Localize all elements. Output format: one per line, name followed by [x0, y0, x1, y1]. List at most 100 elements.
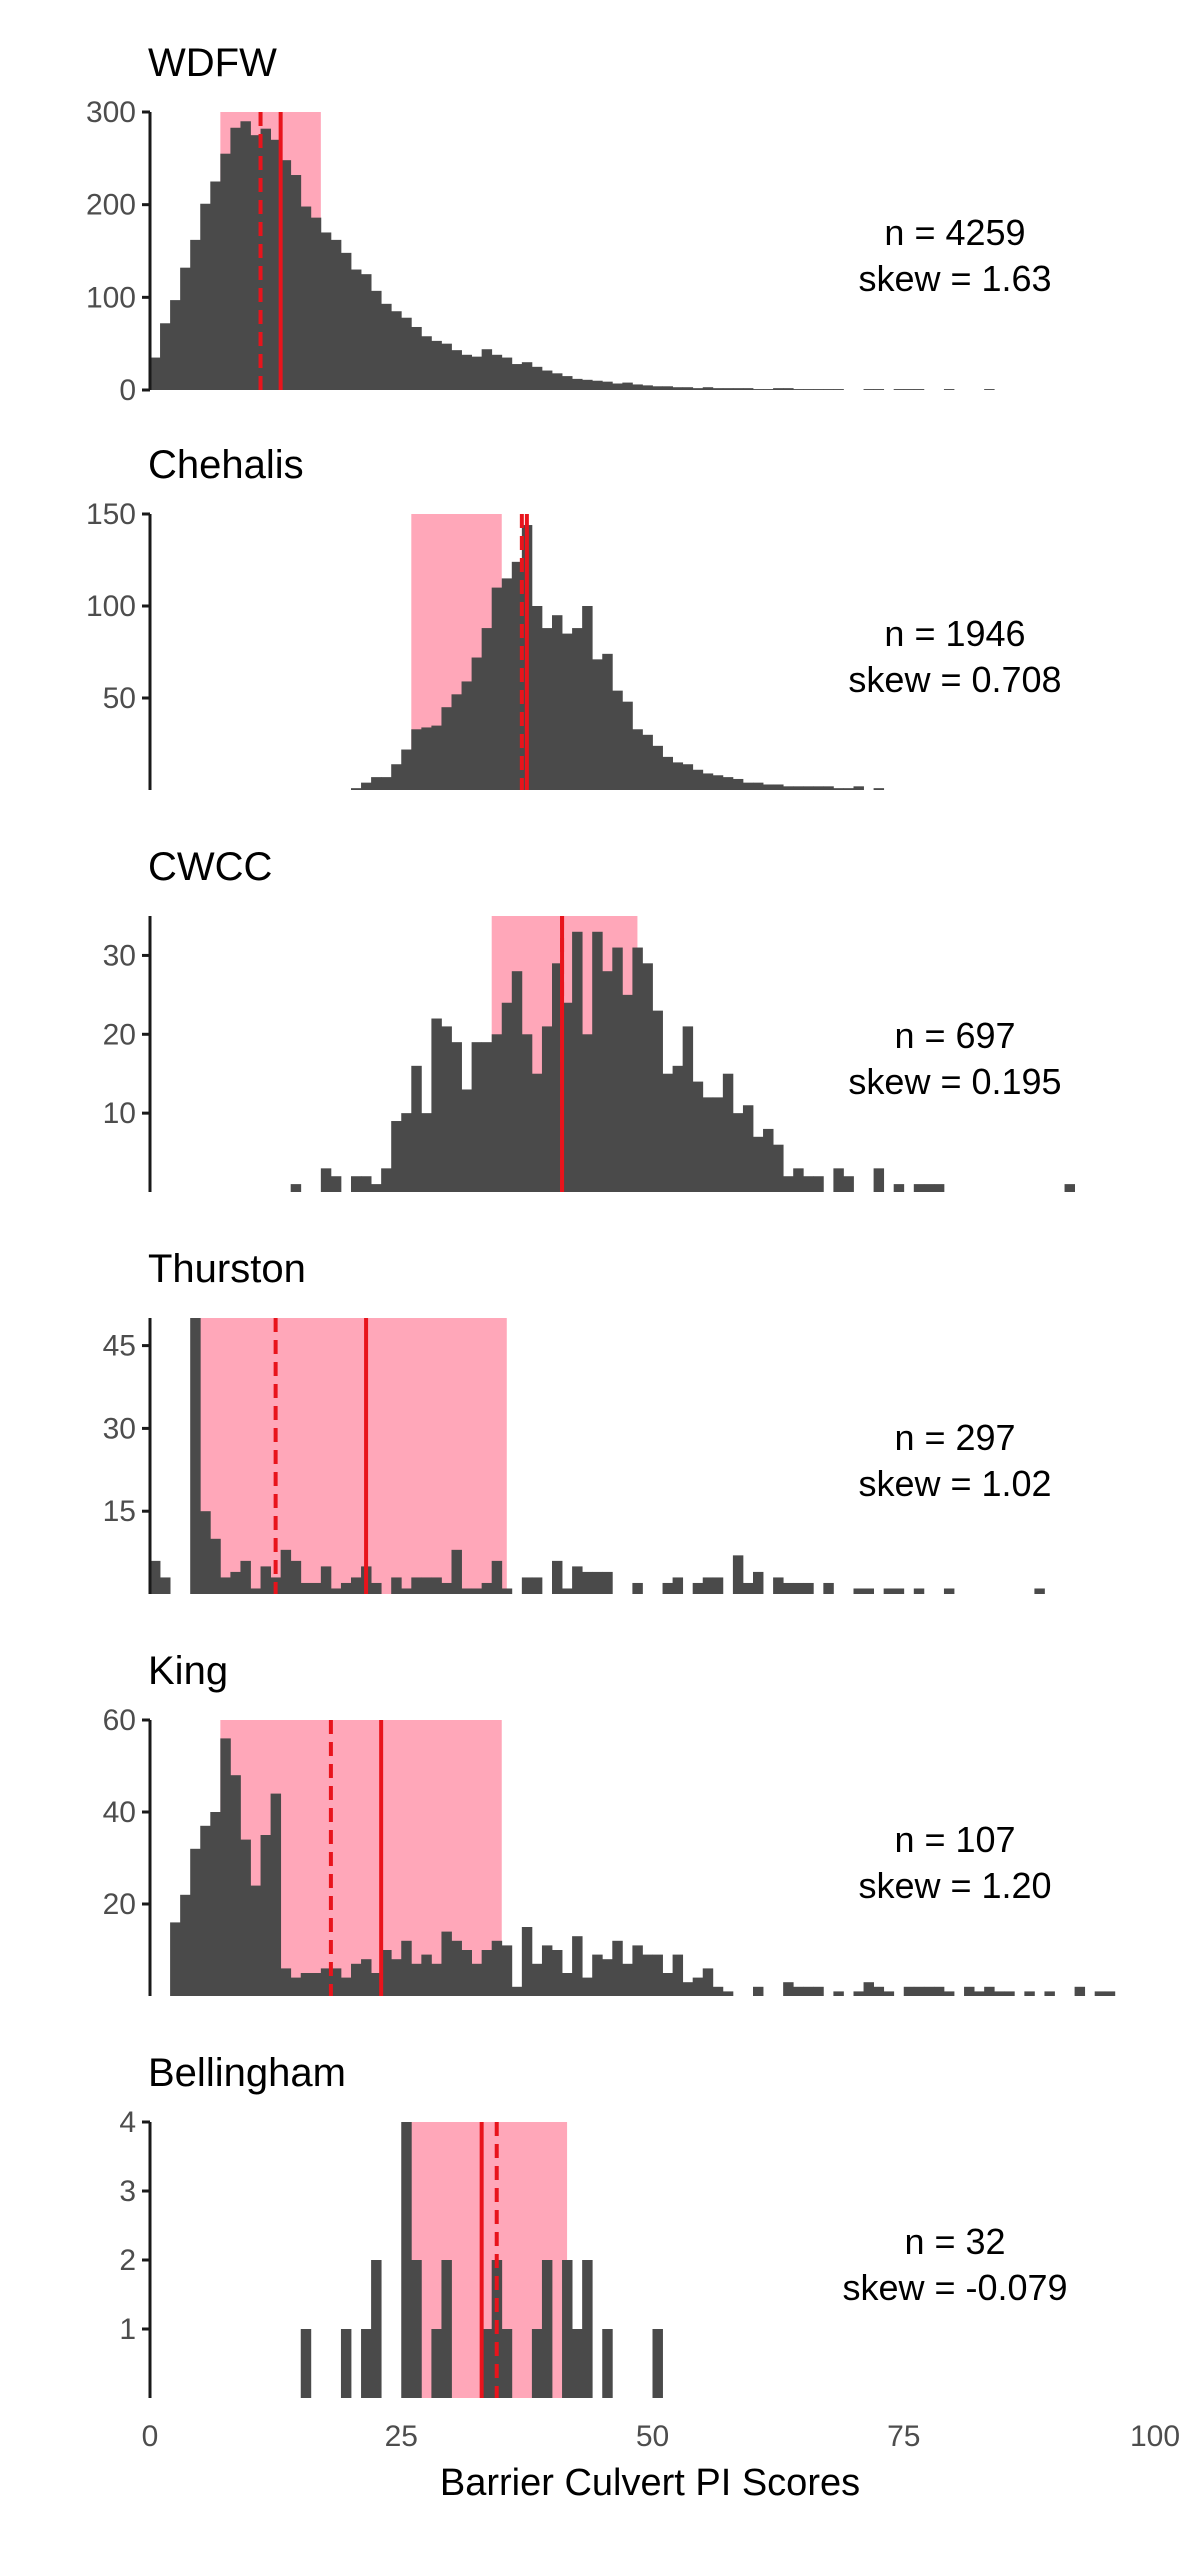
histogram-bar — [692, 1582, 704, 1594]
histogram-bar — [652, 1010, 663, 1192]
histogram-bar — [411, 326, 422, 390]
histogram-bars — [150, 1318, 1045, 1594]
histogram-bar — [994, 1991, 1005, 1996]
y-tick-label: 30 — [103, 1412, 136, 1445]
histogram-bar — [451, 1940, 462, 1996]
skew-label: skew = -0.079 — [842, 2267, 1067, 2308]
histogram-bar — [471, 657, 483, 790]
histogram-bar — [190, 1318, 201, 1594]
histogram-bar — [943, 1991, 955, 1996]
histogram-bar — [783, 388, 794, 390]
histogram-bar — [702, 387, 714, 390]
histogram-bar — [813, 786, 824, 790]
histogram-bar — [873, 788, 885, 790]
histogram-bar — [652, 745, 663, 790]
histogram-bar — [441, 2260, 452, 2398]
histogram-bar — [732, 388, 744, 390]
histogram-bar — [381, 777, 392, 790]
histogram-bar — [531, 606, 543, 790]
histogram-bar — [863, 389, 874, 390]
histogram-bar — [612, 947, 623, 1192]
histogram-bar — [260, 1835, 271, 1996]
histogram-bar — [401, 1588, 412, 1594]
histogram-bar — [572, 2329, 583, 2398]
histogram-bar — [451, 694, 462, 790]
histogram-bar — [642, 385, 653, 390]
histogram-bar — [873, 1168, 885, 1192]
histogram-bar — [552, 963, 563, 1192]
histogram-bar — [210, 1812, 221, 1996]
histogram-bar — [1034, 1588, 1045, 1594]
histogram-bar — [361, 2329, 372, 2398]
n-label: n = 4259 — [884, 212, 1025, 253]
histogram-bar — [873, 1986, 885, 1996]
histogram-bar — [401, 2122, 412, 2398]
histogram-bar — [602, 381, 613, 390]
x-tick-label: 100 — [1130, 2420, 1180, 2453]
histogram-bar — [682, 1982, 694, 1996]
histogram-bar — [270, 1793, 282, 1996]
histogram-bar — [582, 379, 593, 390]
histogram-bar — [180, 267, 191, 390]
histogram-panels: WDFW 0 100 200 300 n = 4259 skew = 1.63 Chehali… — [86, 41, 1116, 2398]
histogram-bar — [592, 659, 603, 790]
histogram-bar — [793, 1168, 804, 1192]
skew-label: skew = 0.195 — [848, 1061, 1061, 1102]
y-tick-label: 100 — [86, 590, 136, 623]
histogram-bar — [712, 388, 724, 390]
interval-band — [200, 1318, 507, 1594]
histogram-bar — [391, 311, 402, 390]
histogram-bar — [552, 1560, 563, 1594]
y-tick-label: 3 — [119, 2175, 136, 2208]
histogram-bar — [150, 1560, 161, 1594]
histogram-bar — [461, 1588, 472, 1594]
histogram-bar — [280, 1549, 292, 1594]
histogram-bar — [592, 1954, 603, 1996]
skew-label: skew = 0.708 — [848, 659, 1061, 700]
histogram-bar — [652, 2329, 663, 2398]
histogram-bar — [672, 1065, 684, 1192]
histogram-bar — [893, 389, 905, 390]
histogram-bar — [381, 303, 392, 390]
histogram-bar — [833, 389, 844, 390]
histogram-bar — [481, 1582, 493, 1594]
y-tick-label: 300 — [86, 96, 136, 129]
histogram-bars — [170, 1738, 1116, 1996]
histogram-bar — [541, 1945, 553, 1996]
histogram-bar — [290, 1977, 302, 1996]
histogram-bar — [773, 388, 784, 390]
histogram-bar — [642, 963, 653, 1192]
histogram-bar — [933, 1184, 945, 1192]
histogram-bar — [913, 1588, 925, 1594]
histogram-bar — [471, 1042, 483, 1192]
histogram-bar — [562, 1002, 573, 1192]
histogram-bar — [662, 1073, 673, 1192]
histogram-bar — [913, 1184, 925, 1192]
histogram-bar — [501, 578, 513, 790]
histogram-bar — [672, 1954, 684, 1996]
histogram-bar — [220, 1577, 231, 1594]
histogram-bar — [702, 1097, 714, 1192]
histogram-bar — [742, 782, 754, 790]
histogram-bar — [371, 1973, 382, 1996]
histogram-bar — [702, 1968, 714, 1996]
panel-wdfw: WDFW 0 100 200 300 n = 4259 skew = 1.63 — [86, 41, 1052, 407]
histogram-bar — [371, 2260, 382, 2398]
x-tick-label: 0 — [142, 2420, 159, 2453]
histogram-bar — [310, 1973, 322, 1996]
histogram-bar — [471, 1963, 483, 1996]
histogram-bar — [632, 384, 643, 390]
histogram-bar — [712, 1097, 724, 1192]
x-axis: 0 25 50 75 100 — [142, 2420, 1180, 2453]
histogram-bar — [451, 1042, 462, 1192]
y-tick-label: 1 — [119, 2313, 136, 2346]
histogram-bar — [853, 1588, 864, 1594]
histogram-bar — [572, 931, 583, 1192]
histogram-bar — [974, 1991, 985, 1996]
histogram-bar — [803, 1582, 814, 1594]
y-tick-label: 4 — [119, 2106, 136, 2139]
histogram-bar — [682, 764, 694, 790]
histogram-bar — [351, 1963, 362, 1996]
histogram-bar — [491, 1034, 503, 1192]
histogram-bar — [481, 1950, 493, 1996]
